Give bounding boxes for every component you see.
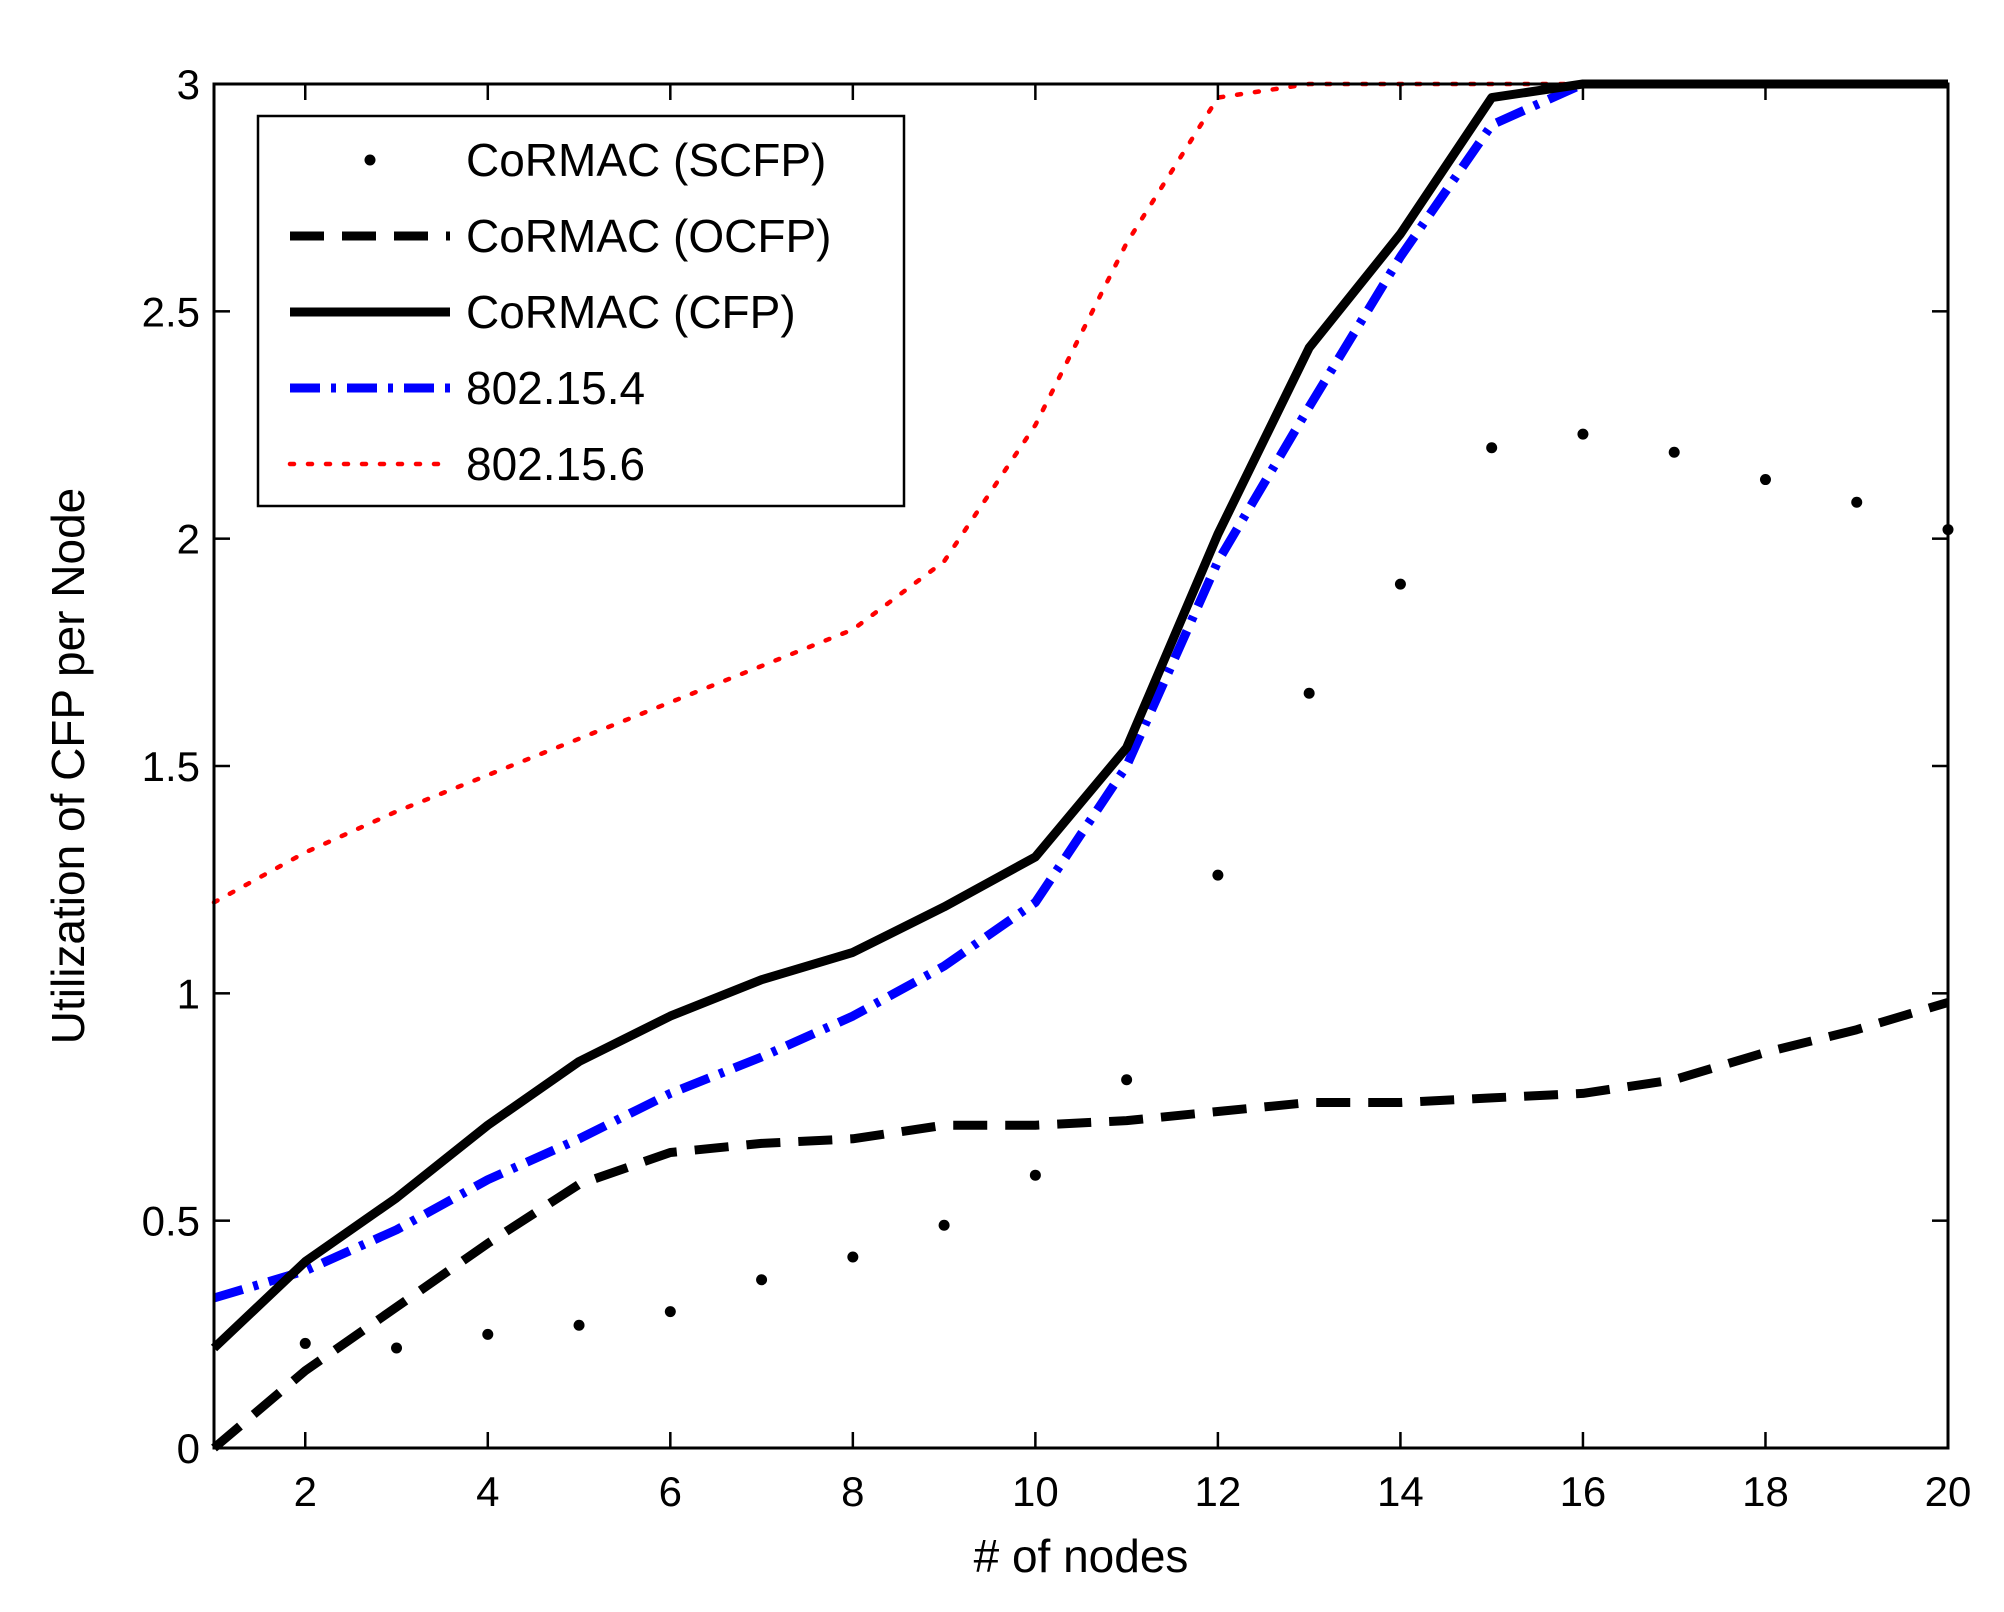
legend-entry-4: 802.15.4 — [290, 362, 645, 414]
x-tick-label: 6 — [659, 1468, 682, 1515]
data-point-1-15 — [1486, 442, 1498, 454]
data-point-1-10 — [1029, 1169, 1041, 1181]
legend-entry-1: CoRMAC (SCFP) — [364, 134, 826, 186]
axes-layer: 2 4 6 8 10 12 14 16 18 20 0 0.5 1 1.5 2 2.5 3 — [142, 61, 1972, 1515]
legend-label: 802.15.6 — [466, 438, 645, 490]
legend-label: CoRMAC (CFP) — [466, 286, 796, 338]
series-line-4 — [212, 79, 1948, 1303]
x-tick-label: 4 — [476, 1468, 499, 1515]
data-point-1-13 — [1303, 687, 1315, 699]
data-point-1-3 — [391, 1342, 403, 1354]
y-tick-label: 0.5 — [142, 1198, 200, 1245]
x-tick-label: 20 — [1925, 1468, 1972, 1515]
x-tick-label: 10 — [1012, 1468, 1059, 1515]
legend-label: CoRMAC (OCFP) — [466, 210, 831, 262]
data-point-1-14 — [1394, 578, 1406, 590]
data-point-1-18 — [1759, 474, 1771, 486]
data-point-1-7 — [756, 1274, 768, 1286]
y-tick-label: 0 — [177, 1425, 200, 1472]
y-tick-label: 3 — [177, 61, 200, 108]
x-tick-label: 2 — [294, 1468, 317, 1515]
legend-entry-5: 802.15.6 — [287, 438, 645, 490]
x-tick-label: 16 — [1560, 1468, 1607, 1515]
data-point-1-17 — [1668, 446, 1680, 458]
y-axis-title: Utilization of CFP per Node — [42, 488, 94, 1045]
legend-label: CoRMAC (SCFP) — [466, 134, 826, 186]
data-point-1-4 — [482, 1328, 494, 1340]
y-tick-label: 1 — [177, 970, 200, 1017]
data-point-1-6 — [664, 1306, 676, 1318]
y-tick-label: 2 — [177, 516, 200, 563]
data-point-1-19 — [1851, 496, 1863, 508]
data-point-1-16 — [1577, 428, 1589, 440]
data-point-1-12 — [1212, 869, 1224, 881]
data-point-1-5 — [573, 1319, 585, 1331]
x-tick-label: 12 — [1195, 1468, 1242, 1515]
data-point-1-2 — [299, 1337, 311, 1349]
legend: CoRMAC (SCFP) CoRMAC (OCFP) CoRMAC (CFP) 80… — [256, 114, 906, 508]
legend-label: 802.15.4 — [466, 362, 645, 414]
x-axis-title: # of nodes — [974, 1530, 1189, 1582]
y-tick-label: 2.5 — [142, 288, 200, 335]
data-point-1-11 — [1121, 1074, 1133, 1086]
legend-entries: CoRMAC (SCFP) CoRMAC (OCFP) CoRMAC (CFP) 80… — [287, 134, 831, 490]
x-tick-label: 18 — [1742, 1468, 1789, 1515]
legend-swatch — [364, 154, 376, 166]
legend-entry-2: CoRMAC (OCFP) — [290, 210, 831, 262]
y-tick-label: 1.5 — [142, 743, 200, 790]
data-point-1-8 — [847, 1251, 859, 1263]
legend-entry-3: CoRMAC (CFP) — [290, 286, 796, 338]
x-tick-label: 8 — [841, 1468, 864, 1515]
series-line-2 — [211, 998, 1950, 1452]
x-tick-label: 14 — [1377, 1468, 1424, 1515]
data-point-1-9 — [938, 1219, 950, 1231]
